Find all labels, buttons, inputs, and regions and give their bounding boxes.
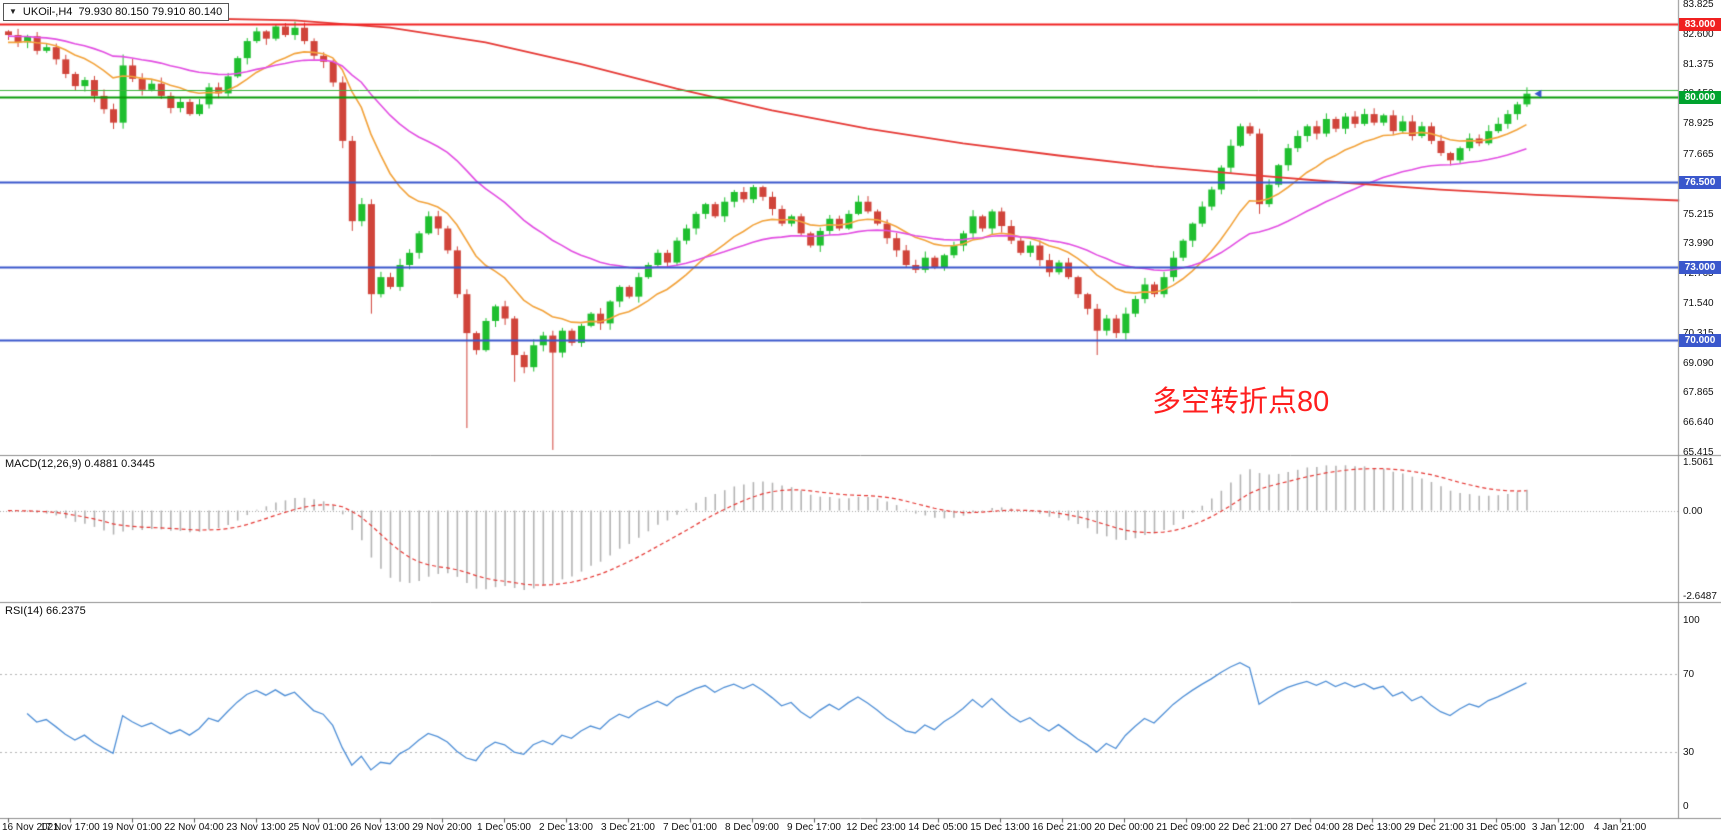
time-axis-label: 7 Dec 01:00 <box>663 822 717 833</box>
rsi-scale-label: 100 <box>1683 614 1700 626</box>
time-axis-label: 31 Dec 05:00 <box>1466 822 1526 833</box>
price-axis-label: 70.315 <box>1683 328 1714 339</box>
price-axis-label: 73.990 <box>1683 238 1714 250</box>
time-axis-label: 21 Dec 09:00 <box>1156 822 1216 833</box>
time-axis-label: 25 Nov 01:00 <box>288 822 348 833</box>
time-axis-label: 15 Dec 13:00 <box>970 822 1030 833</box>
time-axis-label: 16 Dec 21:00 <box>1032 822 1092 833</box>
price-axis-label: 82.600 <box>1683 28 1714 40</box>
rsi-scale-label: 0 <box>1683 801 1689 813</box>
macd-scale-label: -2.6487 <box>1683 591 1717 602</box>
rsi-indicator-label: RSI(14) 66.2375 <box>5 605 86 617</box>
annotation-text[interactable]: 多空转折点80 <box>1152 386 1330 418</box>
price-axis-label: 83.825 <box>1683 0 1714 10</box>
macd-scale-label: 1.5061 <box>1683 457 1714 468</box>
time-axis-label: 19 Nov 01:00 <box>102 822 162 833</box>
time-axis-label: 16 Nov 2021 <box>2 822 59 833</box>
time-axis-label: 2 Dec 13:00 <box>539 822 593 833</box>
price-axis-label: 67.865 <box>1683 387 1714 399</box>
symbol-ohlc-box[interactable]: ▼ UKOil-,H4 79.930 80.150 79.910 80.140 <box>3 3 230 21</box>
price-level-badge: 73.000 <box>1679 260 1721 274</box>
time-axis-label: 8 Dec 09:00 <box>725 822 779 833</box>
price-level-badge: 70.000 <box>1679 333 1721 347</box>
price-axis-label: 71.540 <box>1683 297 1714 309</box>
time-axis-label: 29 Dec 21:00 <box>1404 822 1464 833</box>
time-axis-label: 9 Dec 17:00 <box>787 822 841 833</box>
time-axis-label: 28 Dec 13:00 <box>1342 822 1402 833</box>
rsi-scale-label: 70 <box>1683 669 1695 681</box>
time-axis-label: 3 Jan 12:00 <box>1531 822 1585 833</box>
price-axis-label: 66.640 <box>1683 417 1714 429</box>
rsi-scale-label: 30 <box>1683 746 1695 758</box>
ohlc-values: 79.930 80.150 79.910 80.140 <box>78 5 223 18</box>
price-level-badge: 80.000 <box>1679 90 1721 104</box>
price-level-badge: 76.500 <box>1679 175 1721 189</box>
price-axis-label: 75.215 <box>1683 208 1714 220</box>
time-axis-label: 22 Nov 04:00 <box>164 822 224 833</box>
price-axis-label: 69.090 <box>1683 357 1714 369</box>
dropdown-triangle-icon[interactable]: ▼ <box>9 6 17 16</box>
time-axis-label: 3 Dec 21:00 <box>601 822 655 833</box>
time-axis-label: 29 Nov 20:00 <box>412 822 472 833</box>
macd-indicator-label: MACD(12,26,9) 0.4881 0.3445 <box>5 458 155 470</box>
symbol-timeframe-label: UKOil-,H4 <box>22 5 73 18</box>
time-axis-label: 1 Dec 05:00 <box>477 822 531 833</box>
price-level-badge: 83.000 <box>1679 17 1721 31</box>
macd-scale-label: 0.00 <box>1683 505 1703 517</box>
time-axis-label: 14 Dec 05:00 <box>908 822 968 833</box>
time-axis-label: 17 Nov 17:00 <box>40 822 100 833</box>
price-axis-label: 65.415 <box>1683 447 1714 458</box>
time-axis-label: 26 Nov 13:00 <box>350 822 410 833</box>
time-axis-label: 12 Dec 23:00 <box>846 822 906 833</box>
price-axis-label: 77.665 <box>1683 148 1714 160</box>
price-axis-label: 81.375 <box>1683 58 1714 70</box>
price-axis-label: 78.925 <box>1683 118 1714 130</box>
time-axis-label: 22 Dec 21:00 <box>1218 822 1278 833</box>
time-axis-label: 23 Nov 13:00 <box>226 822 286 833</box>
time-axis-label: 4 Jan 21:00 <box>1593 822 1647 833</box>
time-axis-label: 27 Dec 04:00 <box>1280 822 1340 833</box>
time-axis-label: 20 Dec 00:00 <box>1094 822 1154 833</box>
